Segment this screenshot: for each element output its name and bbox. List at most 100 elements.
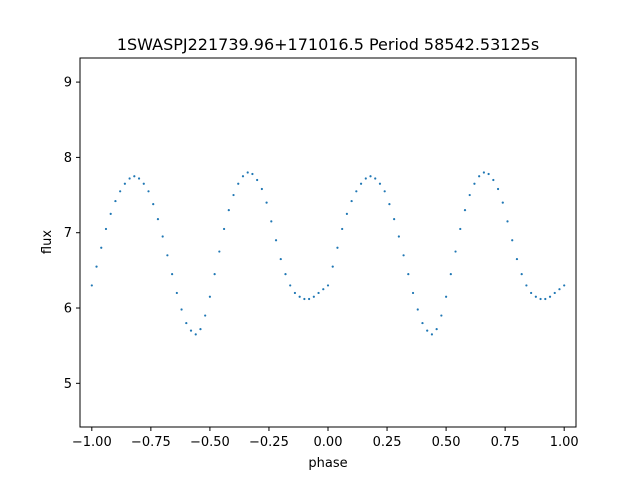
x-axis-ticks: −1.00 −0.75 −0.50 −0.25 0.00 0.25 0.50 0.75 1.00: [72, 427, 579, 450]
data-point: [563, 284, 566, 287]
x-tick-label: 0.75: [491, 435, 520, 450]
data-point: [492, 178, 495, 182]
data-point: [364, 177, 367, 180]
x-tick-label: 0.00: [314, 435, 343, 450]
data-point: [322, 288, 325, 291]
data-point: [142, 182, 145, 185]
data-point: [104, 227, 108, 231]
data-point: [199, 328, 202, 331]
data-point: [520, 273, 523, 276]
data-point: [331, 265, 334, 268]
data-point: [114, 199, 117, 203]
data-point: [336, 246, 339, 249]
data-point: [317, 291, 320, 295]
data-point: [326, 284, 330, 287]
data-point: [133, 175, 136, 178]
y-tick-label: 7: [64, 226, 72, 241]
data-point: [454, 250, 457, 253]
data-point: [383, 190, 386, 193]
data-point: [421, 321, 424, 325]
data-point: [312, 295, 315, 298]
data-point: [180, 308, 183, 311]
data-point: [430, 333, 434, 336]
data-point: [161, 235, 164, 238]
data-point: [426, 329, 429, 332]
data-point: [501, 201, 504, 204]
data-point: [189, 329, 193, 332]
data-point: [487, 172, 490, 176]
x-tick-label: −0.25: [249, 435, 289, 450]
data-point: [298, 295, 301, 298]
data-point: [260, 187, 263, 191]
data-point: [128, 177, 131, 180]
data-point: [345, 212, 348, 215]
data-point: [350, 199, 353, 203]
data-point: [548, 295, 552, 298]
data-point: [402, 254, 405, 257]
data-point: [147, 190, 150, 193]
data-point: [496, 187, 500, 191]
data-point: [251, 172, 254, 176]
data-point: [156, 218, 160, 221]
data-point: [378, 182, 382, 185]
data-point: [388, 202, 391, 206]
data-point: [100, 246, 103, 249]
data-point: [185, 321, 188, 325]
data-point: [152, 202, 155, 206]
data-point: [293, 291, 297, 295]
data-point: [525, 284, 528, 287]
data-point: [449, 273, 452, 276]
data-point: [90, 284, 93, 287]
y-axis-label: flux: [40, 230, 55, 254]
data-point: [308, 297, 311, 301]
data-point: [411, 291, 415, 295]
data-point: [374, 177, 377, 180]
data-point: [468, 193, 471, 197]
data-point: [213, 273, 216, 276]
data-point: [515, 257, 519, 261]
x-tick-label: 1.00: [550, 435, 579, 450]
data-point: [473, 182, 476, 185]
y-tick-label: 8: [64, 151, 72, 166]
data-point: [95, 265, 98, 268]
data-point: [553, 291, 556, 295]
data-point: [232, 193, 235, 197]
data-point: [459, 227, 462, 231]
data-point: [109, 212, 112, 215]
data-point: [511, 239, 514, 242]
data-point: [506, 220, 509, 223]
y-tick-label: 9: [64, 76, 72, 91]
x-tick-label: 0.25: [373, 435, 402, 450]
data-point: [416, 308, 419, 311]
data-point: [237, 182, 240, 185]
data-point: [241, 175, 245, 178]
data-point: [558, 288, 561, 291]
data-point: [227, 209, 230, 212]
data-point: [534, 295, 537, 298]
y-tick-label: 6: [64, 302, 72, 317]
data-point: [393, 218, 396, 221]
data-point: [355, 190, 358, 193]
data-point: [204, 314, 207, 317]
data-point: [341, 227, 344, 231]
data-point: [175, 291, 178, 295]
data-point: [279, 257, 282, 261]
x-tick-label: 0.50: [432, 435, 461, 450]
data-point: [397, 235, 400, 238]
data-point: [265, 201, 268, 204]
data-point: [478, 175, 481, 178]
data-point: [539, 297, 542, 301]
data-point: [369, 175, 372, 178]
scatter-points: [90, 171, 566, 336]
data-point: [445, 295, 448, 298]
data-point: [440, 314, 443, 317]
x-axis-label: phase: [308, 456, 347, 471]
data-point: [208, 295, 211, 298]
data-point: [246, 171, 249, 174]
y-axis-ticks: 5 6 7 8 9: [64, 76, 80, 392]
data-point: [256, 178, 259, 182]
data-point: [435, 328, 438, 331]
data-point: [284, 273, 287, 276]
